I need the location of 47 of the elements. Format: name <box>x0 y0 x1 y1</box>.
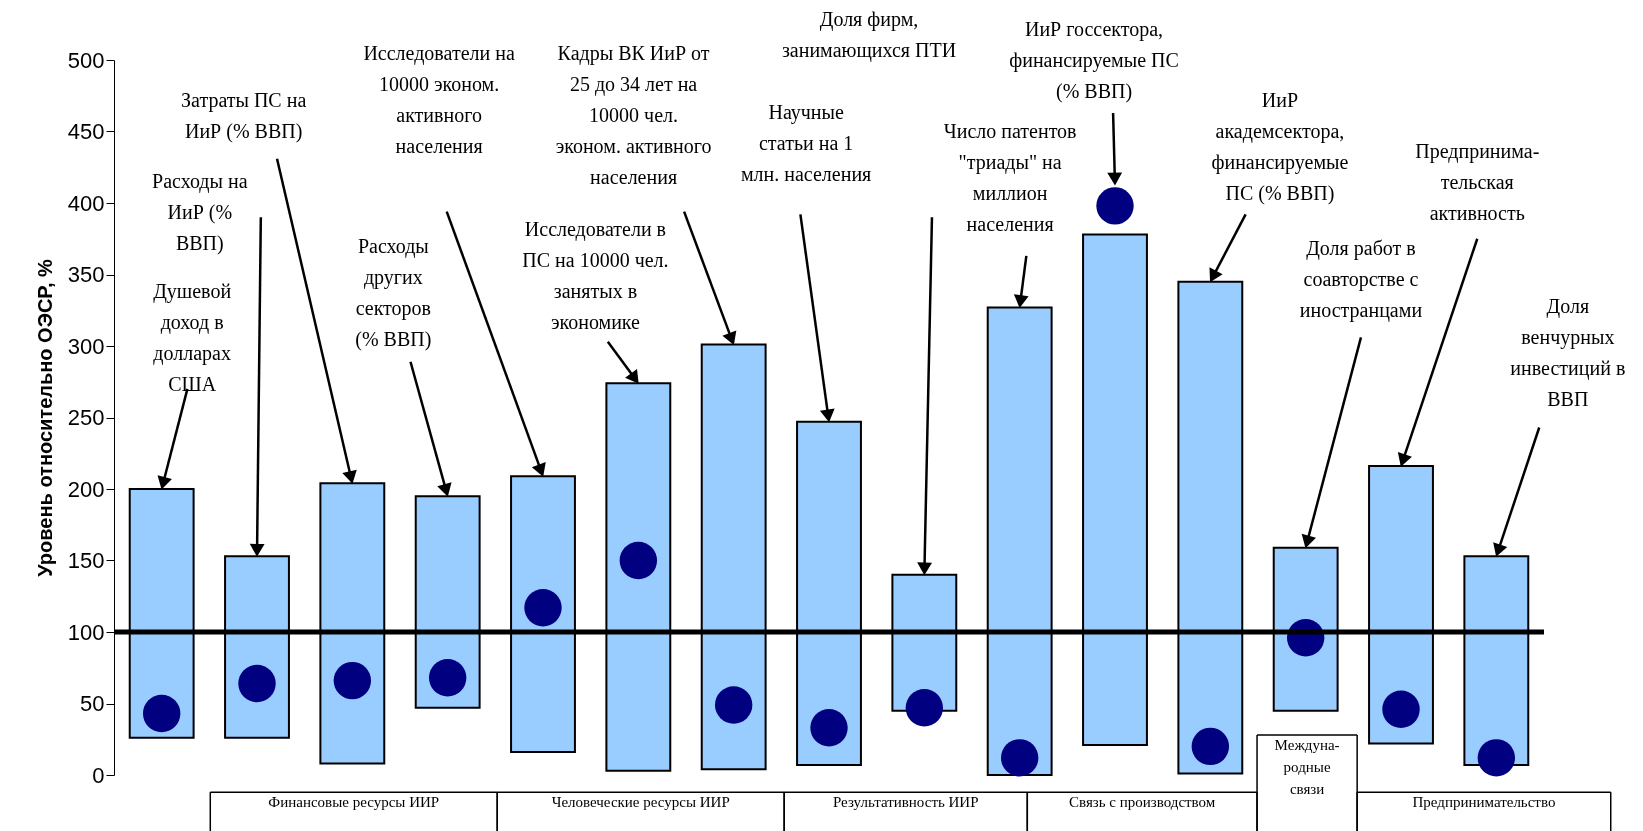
y-tick-label: 100 <box>67 619 105 645</box>
point <box>142 694 181 733</box>
point <box>905 689 944 727</box>
annotation: Доля венчурных инвестиций в ВВП <box>1510 295 1626 411</box>
y-tick-label: 50 <box>80 691 105 716</box>
point <box>714 686 753 724</box>
y-tick-label: 500 <box>67 47 105 73</box>
point <box>524 589 562 627</box>
text: Финансовые ресурсы ИИР <box>268 794 440 811</box>
annotation: Доля работ в соавторстве с иностранцами <box>1299 236 1423 322</box>
annotation: Затраты ПС на ИиР (% ВВП) <box>181 89 307 144</box>
annotation: Расходы на ИиР (% ВВП) <box>152 169 248 255</box>
point <box>1000 739 1039 777</box>
y-axis-title: Уровень относительно ОЭСР, % <box>33 258 56 577</box>
point <box>428 659 467 697</box>
annotation: Доля фирм, занимающихся ПТИ <box>781 7 957 62</box>
text: Человеческие ресурсы ИИР <box>551 794 730 811</box>
annotation: Научные статьи на 1 млн. населения <box>740 100 872 185</box>
annotation: Число патентов "триады" на миллион населения <box>943 119 1077 235</box>
point <box>1191 727 1230 766</box>
point <box>1096 187 1134 225</box>
point <box>1382 690 1420 728</box>
text: Предпринимательство <box>1412 794 1556 811</box>
y-tick-label: 250 <box>67 405 105 430</box>
annotation: Предпринима- тельская активность <box>1415 139 1540 224</box>
annotation: Междуна- родные связи <box>1274 736 1340 797</box>
point <box>1477 739 1516 777</box>
annotation: Кадры ВК ИиР от 25 до 34 лет на 10000 чел. эконом. активного населения <box>555 42 712 189</box>
annotation: ИиР академсектора, финансируемые ПС (% ВВП) <box>1211 89 1349 206</box>
annotation: Душевой доход в долларах США <box>153 279 232 395</box>
text: Связь с производством <box>1069 794 1216 811</box>
annotation: ИиР госсектора, финансируемые ПС (% ВВП) <box>1009 17 1179 103</box>
y-tick-label: 300 <box>67 333 105 359</box>
y-tick-label: 450 <box>67 119 105 144</box>
y-tick-label: 200 <box>67 476 105 502</box>
annotation: Расходы других секторов (% ВВП) <box>355 235 432 352</box>
text: Результативность ИИР <box>832 794 979 811</box>
point <box>810 709 848 747</box>
y-tick-label: 400 <box>67 190 105 216</box>
y-tick-label: 150 <box>67 548 105 573</box>
point <box>619 541 658 580</box>
annotation: Исследователи в ПС на 10000 чел. занятых в экономике <box>522 218 669 334</box>
annotation: Исследователи на 10000 эконом. активного населения <box>363 42 515 158</box>
point <box>333 661 372 700</box>
point <box>238 664 276 703</box>
y-tick-label: 0 <box>92 762 105 788</box>
y-tick-label: 350 <box>67 262 105 287</box>
